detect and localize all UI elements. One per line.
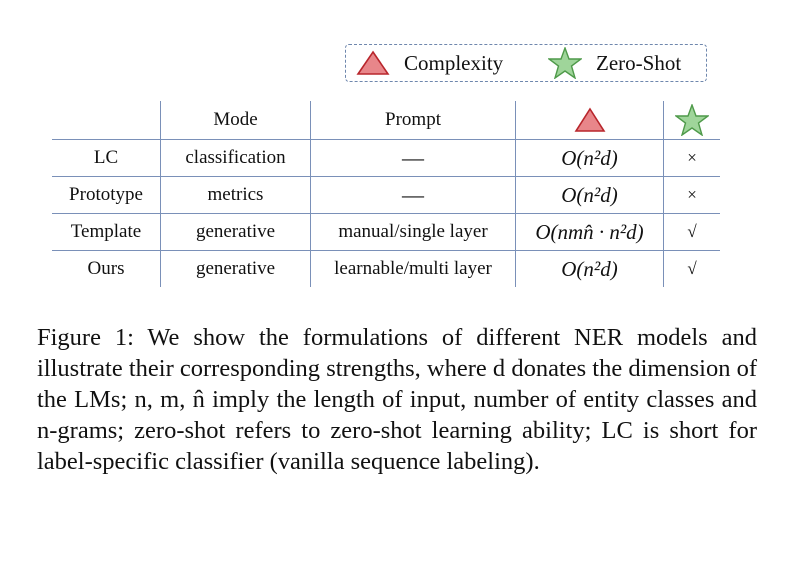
row-prompt: —	[310, 139, 516, 177]
row-complexity: O(n²d)	[515, 250, 664, 287]
row-mode: generative	[160, 250, 311, 287]
row-mode: generative	[160, 213, 311, 251]
legend-label-complexity: Complexity	[404, 51, 504, 75]
comparison-table: Mode Prompt LC classification — O(n²d) ×…	[52, 101, 720, 287]
legend-box: Complexity Zero-Shot	[345, 44, 707, 82]
row-complexity: O(n²d)	[515, 139, 664, 177]
header-prompt: Prompt	[310, 101, 516, 140]
header-complexity	[515, 101, 664, 140]
table-row: Prototype metrics — O(n²d) ×	[52, 176, 720, 214]
header-empty	[52, 101, 161, 140]
star-icon	[548, 47, 582, 79]
row-mode: metrics	[160, 176, 311, 214]
row-name: LC	[52, 139, 161, 177]
row-zero-shot: ×	[663, 176, 720, 214]
table-row: Template generative manual/single layer …	[52, 213, 720, 251]
row-zero-shot: ×	[663, 139, 720, 177]
row-complexity: O(n²d)	[515, 176, 664, 214]
row-mode: classification	[160, 139, 311, 177]
row-zero-shot: √	[663, 250, 720, 287]
table-row: Ours generative learnable/multi layer O(…	[52, 250, 720, 287]
row-zero-shot: √	[663, 213, 720, 251]
table-header-row: Mode Prompt	[52, 101, 720, 140]
row-name: Ours	[52, 250, 161, 287]
row-name: Prototype	[52, 176, 161, 214]
header-mode: Mode	[160, 101, 311, 140]
zero-shot-star-icon	[675, 104, 709, 136]
legend-label-zero-shot: Zero-Shot	[596, 51, 682, 75]
row-name: Template	[52, 213, 161, 251]
table-row: LC classification — O(n²d) ×	[52, 139, 720, 177]
row-prompt: learnable/multi layer	[310, 250, 516, 287]
row-prompt: manual/single layer	[310, 213, 516, 251]
row-prompt: —	[310, 176, 516, 214]
triangle-icon	[356, 50, 390, 75]
figure-caption: Figure 1: We show the formulations of di…	[37, 324, 757, 475]
row-complexity: O(nmn̂ · n²d)	[515, 213, 664, 251]
complexity-triangle-icon	[574, 107, 605, 132]
header-zero-shot	[663, 101, 720, 140]
